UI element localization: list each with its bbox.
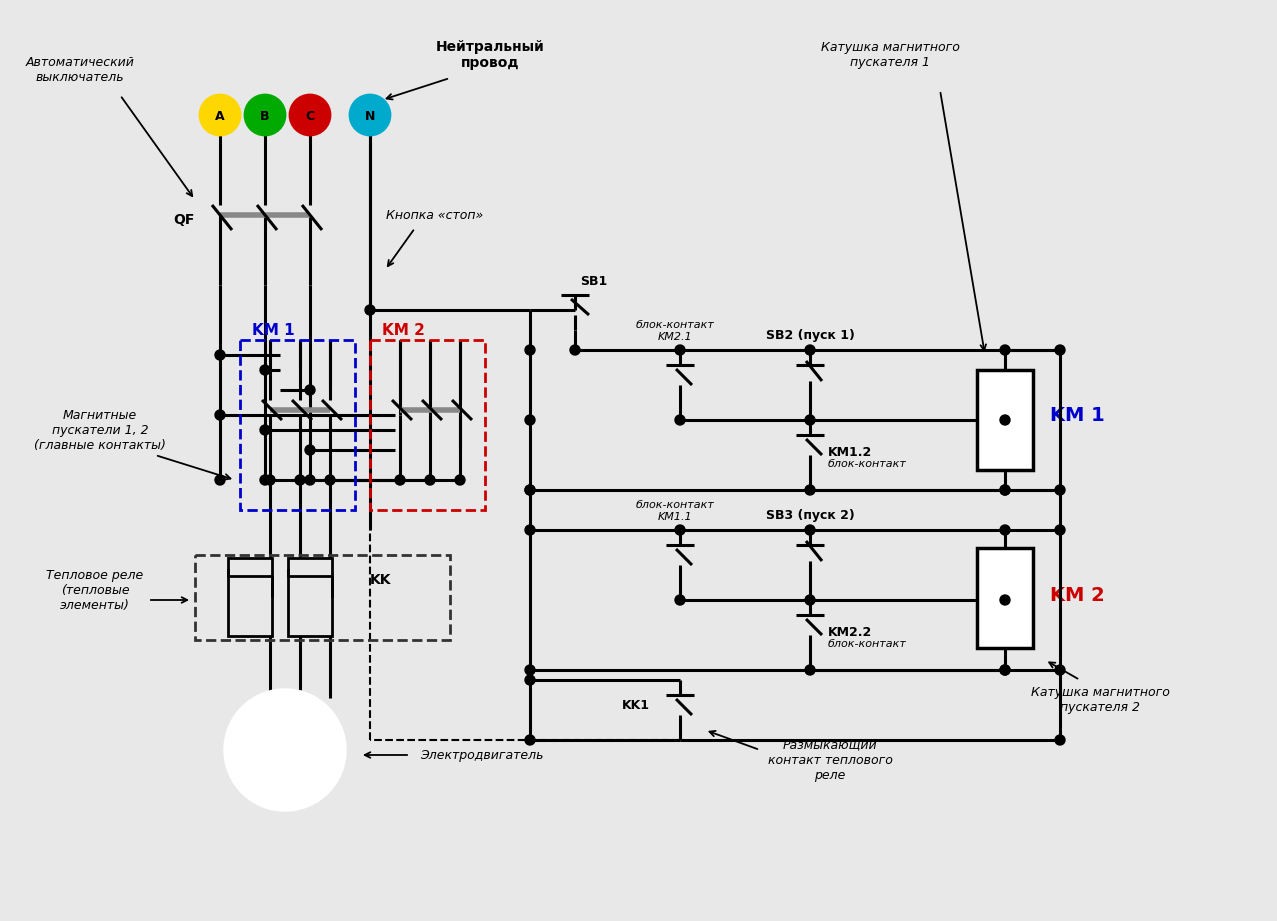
Circle shape: [295, 475, 305, 485]
Bar: [289, 558, 332, 636]
Circle shape: [215, 410, 225, 420]
Text: KM 1: KM 1: [252, 323, 295, 338]
Circle shape: [525, 415, 535, 425]
Circle shape: [805, 415, 815, 425]
Circle shape: [1000, 665, 1010, 675]
Text: Размыкающий
контакт теплового
реле: Размыкающий контакт теплового реле: [767, 739, 893, 782]
Circle shape: [1055, 345, 1065, 355]
Circle shape: [676, 595, 684, 605]
Text: Кнопка «стоп»: Кнопка «стоп»: [387, 208, 484, 221]
Text: блок-контакт
KM2.1: блок-контакт KM2.1: [636, 321, 714, 342]
Circle shape: [525, 525, 535, 535]
Bar: [195, 555, 450, 640]
Text: SB2 (пуск 1): SB2 (пуск 1): [766, 329, 854, 342]
Circle shape: [1055, 735, 1065, 745]
Text: KK: KK: [370, 573, 392, 587]
Bar: [370, 340, 485, 510]
Text: Магнитные
пускатели 1, 2
(главные контакты): Магнитные пускатели 1, 2 (главные контак…: [34, 409, 166, 451]
Circle shape: [805, 525, 815, 535]
Text: блок-контакт: блок-контакт: [827, 639, 907, 649]
Circle shape: [525, 665, 535, 675]
Text: KK1: KK1: [622, 698, 650, 712]
Circle shape: [525, 485, 535, 495]
Circle shape: [266, 475, 275, 485]
Circle shape: [305, 445, 315, 455]
Circle shape: [1000, 665, 1010, 675]
Bar: [977, 370, 1033, 470]
Circle shape: [305, 475, 315, 485]
Text: SB1: SB1: [580, 275, 608, 288]
Text: B: B: [261, 110, 269, 122]
Circle shape: [525, 675, 535, 685]
Circle shape: [305, 385, 315, 395]
Circle shape: [1000, 345, 1010, 355]
Circle shape: [805, 485, 815, 495]
Circle shape: [245, 95, 285, 135]
Text: KM2.2: KM2.2: [827, 625, 872, 638]
Circle shape: [1055, 525, 1065, 535]
Circle shape: [365, 305, 375, 315]
Circle shape: [805, 595, 815, 605]
Text: Электродвигатель: Электродвигатель: [420, 749, 544, 762]
Text: Тепловое реле
(тепловые
элементы): Тепловое реле (тепловые элементы): [46, 568, 143, 612]
Bar: [229, 558, 272, 636]
Text: N: N: [365, 110, 375, 122]
Circle shape: [676, 525, 684, 535]
Circle shape: [570, 345, 580, 355]
Circle shape: [200, 95, 240, 135]
Circle shape: [525, 485, 535, 495]
Text: SB3 (пуск 2): SB3 (пуск 2): [766, 509, 854, 522]
Circle shape: [215, 475, 225, 485]
Text: Автоматический
выключатель: Автоматический выключатель: [26, 56, 134, 84]
Circle shape: [261, 425, 269, 435]
Circle shape: [525, 735, 535, 745]
Circle shape: [525, 345, 535, 355]
Circle shape: [261, 475, 269, 485]
Text: C: C: [305, 110, 314, 122]
Text: Нейтральный
провод: Нейтральный провод: [435, 40, 544, 70]
Circle shape: [1000, 595, 1010, 605]
Circle shape: [225, 690, 345, 810]
Text: QF: QF: [174, 213, 195, 227]
Text: Катушка магнитного
пускателя 1: Катушка магнитного пускателя 1: [821, 41, 959, 69]
Circle shape: [261, 365, 269, 375]
Circle shape: [676, 415, 684, 425]
Text: KM1.2: KM1.2: [827, 446, 872, 459]
Bar: [977, 548, 1033, 648]
Text: M: M: [275, 742, 296, 762]
Circle shape: [1055, 665, 1065, 675]
Circle shape: [395, 475, 405, 485]
Circle shape: [455, 475, 465, 485]
Circle shape: [215, 350, 225, 360]
Text: KM 1: KM 1: [1050, 405, 1105, 425]
Circle shape: [425, 475, 435, 485]
Text: A: A: [216, 110, 225, 122]
Circle shape: [805, 665, 815, 675]
Bar: [240, 340, 355, 510]
Circle shape: [1000, 415, 1010, 425]
Circle shape: [1000, 525, 1010, 535]
Circle shape: [290, 95, 329, 135]
Text: блок-контакт
KM1.1: блок-контакт KM1.1: [636, 500, 714, 522]
Text: KM 2: KM 2: [1050, 586, 1105, 604]
Text: KM 2: KM 2: [382, 323, 425, 338]
Circle shape: [326, 475, 335, 485]
Circle shape: [1055, 485, 1065, 495]
Circle shape: [1000, 485, 1010, 495]
Circle shape: [1000, 485, 1010, 495]
Circle shape: [676, 345, 684, 355]
Circle shape: [350, 95, 389, 135]
Circle shape: [805, 345, 815, 355]
Text: блок-контакт: блок-контакт: [827, 459, 907, 469]
Text: Катушка магнитного
пускателя 2: Катушка магнитного пускателя 2: [1031, 686, 1170, 714]
